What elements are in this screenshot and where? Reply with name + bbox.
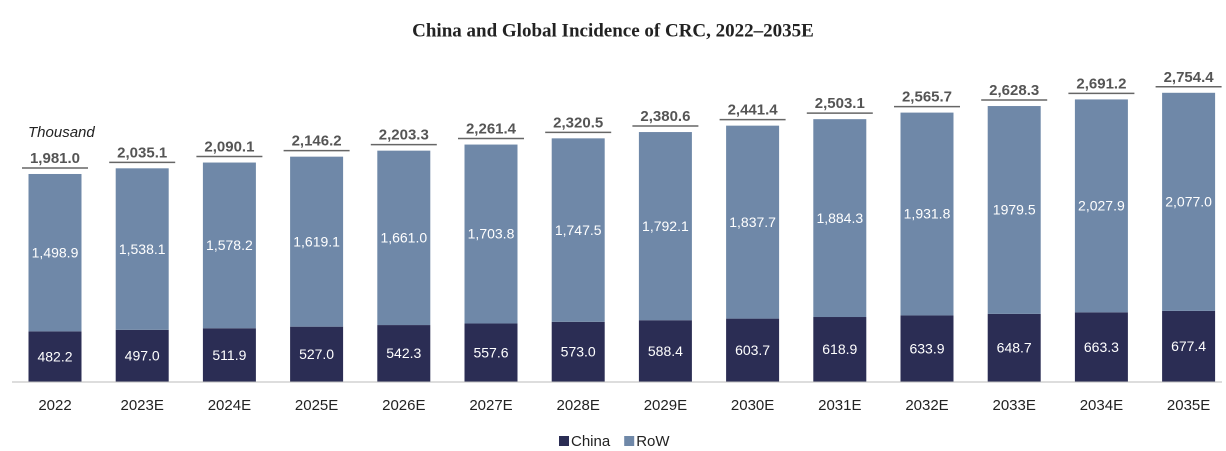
- bar-segment: [290, 156, 344, 327]
- segment-label: 2,027.9: [1078, 198, 1125, 214]
- segment-label: 2,077.0: [1165, 194, 1212, 210]
- segment-label: 588.4: [648, 343, 683, 359]
- segment-label: 1,498.9: [32, 244, 79, 260]
- segment-label: 1,703.8: [468, 226, 515, 242]
- bar-segment: [464, 323, 518, 382]
- legend-swatch: [624, 436, 635, 446]
- legend-swatch: [559, 436, 569, 446]
- bar-segment: [28, 173, 82, 332]
- bar-segment: [987, 106, 1041, 314]
- total-label: 2,628.3: [989, 82, 1039, 99]
- bar-segment: [377, 150, 431, 326]
- segment-label: 1,619.1: [293, 233, 340, 249]
- total-label: 2,320.5: [553, 114, 603, 131]
- x-tick-label: 2030E: [731, 397, 774, 414]
- x-tick-label: 2033E: [993, 397, 1036, 414]
- segment-label: 542.3: [386, 345, 421, 361]
- segment-label: 482.2: [37, 348, 72, 364]
- total-label: 2,503.1: [815, 95, 865, 112]
- x-tick-label: 2034E: [1080, 397, 1123, 414]
- x-tick-label: 2023E: [121, 397, 164, 414]
- bar-segment: [1162, 92, 1216, 311]
- bar-segment: [202, 328, 256, 382]
- bar-segment: [290, 326, 344, 382]
- x-tick-label: 2024E: [208, 397, 251, 414]
- bar-segment: [638, 320, 692, 382]
- segment-label: 1,931.8: [904, 206, 951, 222]
- total-label: 2,090.1: [204, 139, 254, 156]
- x-tick-label: 2032E: [905, 397, 948, 414]
- segment-label: 1,661.0: [380, 230, 427, 246]
- x-tick-label: 2027E: [469, 397, 512, 414]
- bar-segment: [202, 162, 256, 329]
- segment-label: 1,578.2: [206, 237, 253, 253]
- bar-segment: [115, 329, 169, 382]
- bar-segment: [115, 168, 169, 330]
- unit-label: Thousand: [28, 124, 95, 141]
- total-label: 2,691.2: [1076, 75, 1126, 92]
- segment-label: 663.3: [1084, 339, 1119, 355]
- legend-label: RoW: [636, 433, 670, 450]
- bar-segment: [987, 313, 1041, 382]
- x-tick-label: 2026E: [382, 397, 425, 414]
- segment-label: 573.0: [561, 344, 596, 360]
- segment-label: 603.7: [735, 342, 770, 358]
- bar-segment: [638, 132, 692, 321]
- segment-label: 527.0: [299, 346, 334, 362]
- bar-segment: [551, 138, 605, 322]
- x-tick-label: 2025E: [295, 397, 338, 414]
- total-label: 2,203.3: [379, 127, 429, 144]
- segment-label: 511.9: [212, 347, 246, 363]
- bar-segment: [1074, 99, 1128, 313]
- segment-label: 633.9: [909, 340, 944, 356]
- total-label: 2,565.7: [902, 89, 952, 106]
- x-tick-label: 2031E: [818, 397, 861, 414]
- total-label: 2,146.2: [292, 133, 342, 150]
- segment-label: 1,792.1: [642, 218, 689, 234]
- bar-segment: [726, 318, 780, 382]
- x-tick-label: 2022: [38, 397, 71, 414]
- segment-label: 648.7: [997, 340, 1032, 356]
- bar-segment: [900, 315, 954, 382]
- bar-segment: [377, 325, 431, 382]
- bar-segment: [551, 321, 605, 382]
- segment-label: 1,884.3: [816, 210, 863, 226]
- bar-segment: [813, 317, 867, 382]
- bar-segment: [464, 144, 518, 324]
- segment-label: 618.9: [822, 341, 857, 357]
- bar-segment: [28, 331, 82, 382]
- total-label: 2,261.4: [466, 121, 517, 138]
- total-label: 2,380.6: [640, 108, 690, 125]
- segment-label: 677.4: [1171, 338, 1206, 354]
- x-tick-label: 2028E: [557, 397, 600, 414]
- segment-label: 1979.5: [993, 202, 1036, 218]
- bar-segment: [726, 125, 780, 319]
- segment-label: 497.0: [125, 348, 160, 364]
- total-label: 2,035.1: [117, 144, 167, 161]
- total-label: 2,754.4: [1164, 69, 1215, 86]
- segment-label: 1,837.7: [729, 214, 776, 230]
- legend-label: China: [571, 433, 611, 450]
- segment-label: 1,538.1: [119, 241, 166, 257]
- segment-label: 557.6: [473, 344, 508, 360]
- segment-label: 1,747.5: [555, 222, 602, 238]
- x-tick-label: 2029E: [644, 397, 687, 414]
- chart-title: China and Global Incidence of CRC, 2022–…: [412, 20, 814, 41]
- total-label: 2,441.4: [728, 102, 779, 119]
- bar-segment: [813, 119, 867, 318]
- bar-segment: [1074, 312, 1128, 382]
- bar-segment: [900, 112, 954, 316]
- x-tick-label: 2035E: [1167, 397, 1210, 414]
- bar-segment: [1162, 310, 1216, 382]
- total-label: 1,981.0: [30, 150, 80, 167]
